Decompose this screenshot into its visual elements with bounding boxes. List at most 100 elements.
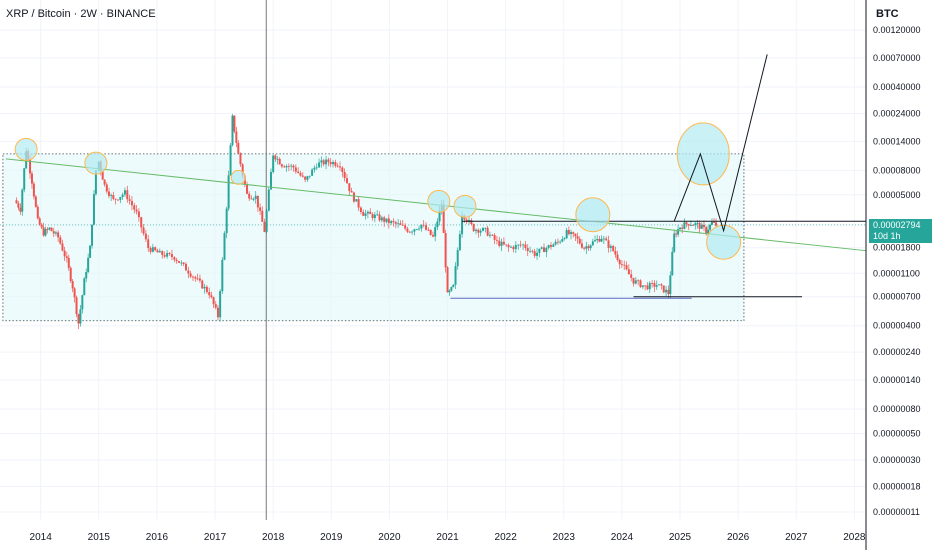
candle-body bbox=[311, 169, 314, 176]
candle-body bbox=[709, 224, 712, 230]
candle-body bbox=[227, 175, 230, 209]
candle-body bbox=[653, 283, 656, 287]
candle-body bbox=[710, 222, 713, 225]
candle-body bbox=[350, 190, 353, 193]
candle-body bbox=[565, 230, 568, 239]
candle-body bbox=[415, 229, 418, 231]
candle-body bbox=[79, 309, 82, 324]
candle-body bbox=[639, 280, 642, 288]
candle-body bbox=[61, 243, 64, 251]
candle-body bbox=[269, 171, 272, 190]
time-tick-label: 2023 bbox=[553, 532, 576, 543]
time-tick-label: 2025 bbox=[669, 532, 692, 543]
candle-body bbox=[327, 159, 330, 163]
candle-body bbox=[343, 171, 346, 179]
candle-body bbox=[589, 245, 592, 249]
candle-body bbox=[543, 247, 546, 253]
price-axis[interactable]: 0.00120000 0.00070000 0.00040000 0.00024000… bbox=[865, 0, 932, 550]
candle-body bbox=[44, 229, 47, 236]
candle-body bbox=[276, 158, 279, 160]
candle-body bbox=[498, 240, 501, 246]
candle-body bbox=[92, 194, 95, 225]
candle-body bbox=[184, 263, 187, 271]
candle-body bbox=[572, 232, 575, 234]
candle-body bbox=[301, 175, 304, 177]
time-tick-label: 2019 bbox=[320, 532, 343, 543]
candle-body bbox=[196, 278, 199, 280]
candle-body bbox=[675, 233, 678, 235]
candle-body bbox=[526, 248, 529, 252]
candle-body bbox=[561, 239, 564, 242]
candle-body bbox=[259, 207, 262, 211]
price-tick-label: 0.00001800 bbox=[873, 243, 921, 253]
candle-body bbox=[121, 194, 124, 197]
candle-body bbox=[170, 254, 173, 258]
candle-body bbox=[545, 247, 548, 253]
candle-body bbox=[450, 286, 453, 291]
candle-body bbox=[505, 244, 508, 246]
candle-body bbox=[32, 183, 35, 197]
candle-body bbox=[87, 257, 90, 273]
candle-body bbox=[713, 222, 716, 223]
candle-body bbox=[420, 224, 423, 229]
candle-body bbox=[142, 227, 145, 234]
candle-body bbox=[373, 214, 376, 219]
candle-body bbox=[715, 222, 718, 226]
candle-body bbox=[237, 142, 240, 154]
last-price-tag: 0.00002794 10d 1h bbox=[869, 219, 932, 243]
time-axis[interactable]: 2014 2015 2016 2017 2018 2019 2020 2021 2022 2023… bbox=[0, 520, 866, 543]
candle-body bbox=[493, 235, 496, 240]
candle-body bbox=[380, 217, 383, 221]
candle-body bbox=[536, 252, 539, 256]
candle-body bbox=[632, 277, 635, 284]
candle-body bbox=[394, 222, 397, 224]
candle-body bbox=[67, 257, 70, 268]
candle-body bbox=[175, 259, 178, 262]
candle-body bbox=[484, 227, 487, 229]
candle-body bbox=[278, 158, 281, 165]
candle-body bbox=[294, 167, 297, 172]
price-tick-label: 0.00040000 bbox=[873, 82, 921, 92]
candle-body bbox=[556, 241, 559, 243]
candle-body bbox=[15, 200, 18, 204]
candle-body bbox=[385, 218, 388, 222]
candle-body bbox=[662, 285, 665, 293]
price-tick-label: 0.00000240 bbox=[873, 347, 921, 357]
projection-path bbox=[673, 54, 768, 233]
candle-body bbox=[502, 241, 505, 245]
range-box bbox=[2, 153, 745, 322]
candle-body bbox=[287, 166, 290, 167]
candle-body bbox=[304, 176, 307, 180]
candle-body bbox=[334, 162, 337, 166]
candle-body bbox=[182, 262, 185, 264]
symbol-title[interactable]: XRP / Bitcoin · 2W · BINANCE bbox=[6, 8, 156, 20]
highlight-circle bbox=[84, 151, 108, 175]
candle-body bbox=[69, 267, 72, 282]
candle-body bbox=[229, 145, 232, 176]
candle-body bbox=[112, 195, 115, 199]
candle-body bbox=[216, 307, 219, 318]
candle-body bbox=[119, 196, 122, 200]
candle-body bbox=[401, 224, 404, 226]
candle-body bbox=[630, 274, 633, 278]
candle-body bbox=[620, 264, 623, 266]
candle-body bbox=[495, 239, 498, 241]
candle-body bbox=[231, 115, 234, 146]
candle-body bbox=[533, 251, 536, 256]
price-tick-label: 0.00070000 bbox=[873, 53, 921, 63]
candle-body bbox=[265, 210, 268, 232]
candle-body bbox=[371, 214, 374, 219]
plot-area[interactable] bbox=[0, 0, 867, 520]
candle-body bbox=[512, 246, 515, 250]
currency-unit-label[interactable]: BTC bbox=[876, 8, 899, 20]
candle-body bbox=[641, 285, 644, 288]
candle-body bbox=[665, 289, 668, 293]
candle-body bbox=[151, 247, 154, 252]
candle-body bbox=[477, 229, 480, 233]
candle-body bbox=[461, 215, 464, 235]
candle-body bbox=[578, 238, 581, 244]
candle-body bbox=[336, 165, 339, 167]
time-tick-label: 2028 bbox=[843, 532, 866, 543]
candle-body bbox=[667, 289, 670, 295]
